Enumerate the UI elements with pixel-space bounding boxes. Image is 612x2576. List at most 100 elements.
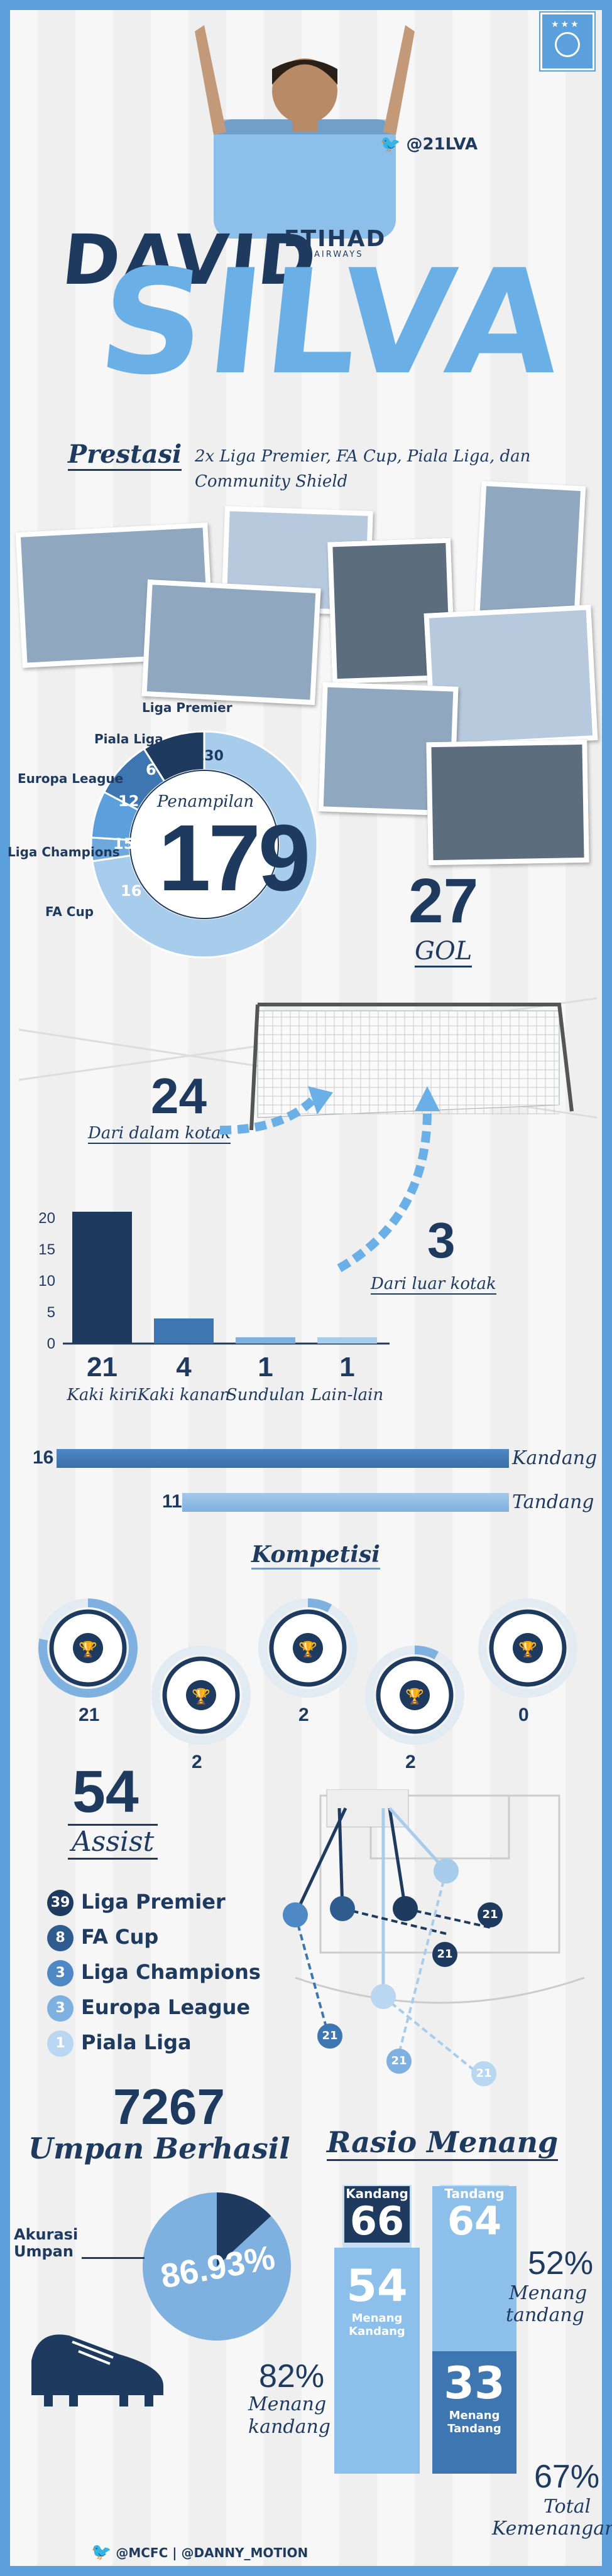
- europa-league-trophy-icon: 🏆: [405, 1688, 424, 1705]
- assist-competition-row: 1 Piala Liga: [47, 2030, 192, 2057]
- assist-pitch: [283, 1789, 585, 2079]
- away-header-box: Tandang 64: [432, 2186, 516, 2374]
- assist-competition-row: 39 Liga Premier: [47, 1890, 226, 1916]
- trophy-photo: [141, 579, 321, 706]
- away-win-pct: 52%: [528, 2245, 594, 2282]
- footer-credits: 🐦 @MCFC | @DANNY_MOTION: [91, 2543, 309, 2562]
- assist-count-badge: 3: [47, 1960, 74, 1986]
- pass-accuracy-label-1: Akurasi: [14, 2226, 79, 2243]
- bar: [317, 1337, 377, 1344]
- bar: [72, 1212, 132, 1344]
- assist-competition-label: Liga Premier: [81, 1890, 226, 1914]
- twitter-handle[interactable]: 🐦 @21LVA: [380, 135, 478, 154]
- pitch-assist-badge: 21: [478, 1902, 503, 1927]
- assist-competition-row: 8 FA Cup: [47, 1925, 158, 1951]
- competition-ring: 🏆: [364, 1645, 465, 1745]
- bar-value-label: 1: [258, 1352, 273, 1382]
- assist-competition-row: 3 Europa League: [47, 1995, 250, 2022]
- passes-total: 7267: [113, 2079, 225, 2135]
- pass-accuracy-pie: [143, 2192, 291, 2341]
- premier-league-trophy-icon: 🏆: [79, 1641, 97, 1658]
- goals-outside-box-value: 3: [427, 1212, 456, 1268]
- win-ratio-title: Rasio Menang: [327, 2125, 559, 2161]
- prestasi-title: Prestasi: [68, 439, 182, 471]
- y-tick-label: 20: [38, 1210, 55, 1227]
- bar-category-label: Lain-lain: [310, 1386, 384, 1404]
- goals-total: 27: [408, 866, 479, 936]
- goal-arrows: [220, 1086, 440, 1273]
- home-header-box: Kandang 66: [344, 2186, 410, 2243]
- assist-count-badge: 8: [47, 1925, 74, 1951]
- goals-inside-box-label: Dari dalam kotak: [88, 1124, 231, 1144]
- passes-label: Umpan Berhasil: [28, 2131, 290, 2165]
- assist-count-badge: 39: [47, 1890, 74, 1916]
- bar-value-label: 1: [339, 1352, 354, 1382]
- pie-slice-missed: [217, 2192, 271, 2266]
- competition-goals-value: 21: [79, 1705, 100, 1725]
- bar-value-label: 21: [87, 1352, 117, 1382]
- appearances-value-fa-cup: 16: [121, 882, 142, 900]
- assist-competition-row: 3 Liga Champions: [47, 1960, 261, 1986]
- away-win-pct-label-2: tandang: [506, 2304, 584, 2326]
- goals-inside-box-value: 24: [151, 1068, 207, 1124]
- competition-ring: 🏆: [38, 1598, 138, 1698]
- kompetisi-title: Kompetisi: [251, 1541, 380, 1570]
- goals-label: GOL: [415, 937, 473, 967]
- appearances-total: 179: [158, 805, 310, 910]
- assist-label: Assist: [68, 1824, 158, 1860]
- appearances-title: Penampilan: [157, 792, 254, 811]
- away-goals-label: Tandang: [512, 1491, 594, 1513]
- goal-net-illustration: [19, 997, 597, 1131]
- competition-goals-value: 2: [298, 1705, 309, 1725]
- pie-slice-accurate: [143, 2192, 291, 2341]
- y-tick-label: 0: [47, 1335, 55, 1352]
- goals-outside-box-label: Dari luar kotak: [371, 1275, 496, 1295]
- football-boot-icon: [31, 2334, 163, 2406]
- champions-league-trophy-icon: 🏆: [298, 1641, 317, 1658]
- home-goals-label: Kandang: [512, 1447, 598, 1469]
- home-win-pct: 82%: [259, 2358, 325, 2395]
- home-goals-value: 16: [33, 1447, 54, 1468]
- competition-ring: 🏆: [258, 1598, 358, 1698]
- bar: [236, 1337, 295, 1344]
- twitter-bird-icon: 🐦: [380, 135, 401, 154]
- appearances-value-europa-league: 12: [118, 792, 139, 810]
- competition-goals-value: 2: [405, 1752, 416, 1772]
- appearances-label-piala-liga: Piala Liga: [94, 731, 163, 746]
- home-win-pct-label-1: Menang: [248, 2393, 327, 2415]
- bar-value-label: 4: [176, 1352, 192, 1382]
- pass-accuracy-label-2: Umpan: [14, 2243, 74, 2260]
- fa-cup-trophy-icon: 🏆: [192, 1688, 210, 1705]
- assist-competition-label: Europa League: [81, 1995, 251, 2019]
- pitch-assist-badge: 21: [317, 2024, 342, 2049]
- competition-goals-value: 0: [518, 1705, 529, 1725]
- home-win-pct-label-2: kandang: [248, 2416, 331, 2438]
- shirt-sponsor-sub: AIRWAYS: [314, 250, 364, 259]
- prestasi-line1: 2x Liga Premier, FA Cup, Piala Liga, dan: [195, 447, 531, 466]
- club-crest-icon: ★★★: [540, 13, 594, 70]
- assist-total: 54: [72, 1759, 139, 1825]
- pitch-assist-badge: 21: [471, 2061, 496, 2086]
- away-goals-value: 11: [162, 1491, 182, 1512]
- competition-ring: 🏆: [151, 1645, 251, 1745]
- total-win-pct-label-1: Total: [544, 2496, 591, 2518]
- pass-accuracy-leader: [82, 2257, 145, 2259]
- competition-goals-value: 2: [192, 1752, 202, 1772]
- bar-category-label: Kaki kanan: [137, 1386, 231, 1404]
- bar: [154, 1318, 214, 1344]
- appearances-label-europa-league: Europa League: [18, 771, 124, 786]
- appearances-label-liga-premier: Liga Premier: [142, 700, 232, 715]
- bar-category-label: Sundulan: [226, 1386, 305, 1404]
- y-tick-label: 15: [38, 1241, 55, 1258]
- away-wins-bar: 33 Menang Tandang: [432, 2351, 516, 2474]
- appearances-label-liga-champions: Liga Champions: [8, 844, 120, 860]
- away-goals-bar: [182, 1493, 509, 1512]
- competition-ring: 🏆: [478, 1598, 578, 1698]
- appearances-value-liga-champions: 15: [113, 835, 134, 853]
- assist-count-badge: 3: [47, 1995, 74, 2022]
- assist-competition-label: Liga Champions: [81, 1960, 261, 1984]
- assist-count-badge: 1: [47, 2030, 74, 2057]
- trophy-photo: [426, 739, 589, 866]
- goals-by-method-chart: 0 5 10 15 20 21 Kaki kiri 4 Kaki kanan 1 Sundulan 1…: [38, 1210, 390, 1404]
